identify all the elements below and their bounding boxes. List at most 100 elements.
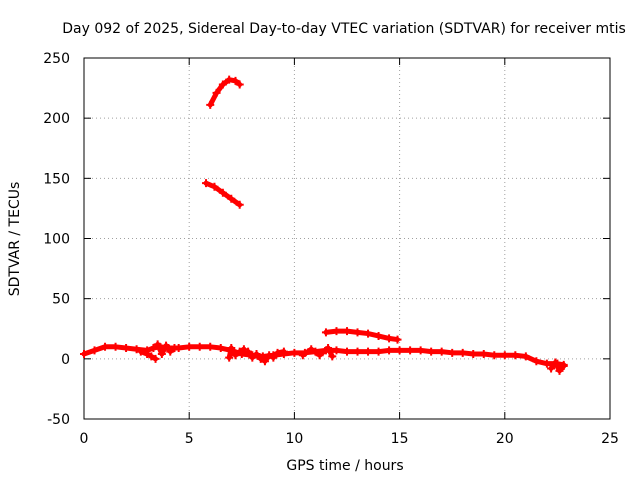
- data-point: [136, 347, 145, 356]
- y-tick-label: 50: [52, 292, 70, 308]
- data-point: [315, 351, 324, 360]
- series-scatter-a: [138, 349, 159, 362]
- data-point: [273, 348, 282, 357]
- data-point: [265, 351, 274, 360]
- data-point: [231, 76, 240, 85]
- data-point: [321, 328, 330, 337]
- data-point: [458, 348, 467, 357]
- data-point: [343, 327, 351, 336]
- series-scatter-f: [548, 359, 567, 374]
- x-tick-label: 20: [496, 431, 514, 447]
- data-point: [416, 346, 425, 355]
- data-point: [353, 328, 362, 337]
- data-point: [216, 344, 225, 353]
- y-tick-label: -50: [47, 412, 70, 428]
- data-point: [374, 331, 383, 340]
- data-point: [479, 350, 488, 359]
- data-point: [227, 194, 236, 203]
- data-point: [170, 344, 179, 353]
- data-point: [385, 346, 394, 355]
- x-tick-label: 25: [601, 431, 619, 447]
- data-point: [147, 352, 156, 361]
- data-point: [547, 364, 556, 373]
- data-point: [235, 347, 244, 356]
- y-tick-label: 100: [43, 232, 70, 248]
- data-point: [393, 335, 402, 344]
- data-point: [555, 366, 564, 375]
- data-point: [225, 75, 234, 84]
- data-point: [143, 350, 152, 359]
- data-point: [559, 362, 568, 371]
- data-point: [551, 358, 560, 367]
- data-point: [235, 80, 244, 89]
- data-point: [231, 351, 240, 360]
- y-tick-label: 250: [43, 51, 70, 67]
- x-axis-label: GPS time / hours: [286, 458, 403, 474]
- plot-frame: [83, 57, 611, 420]
- data-point: [364, 347, 373, 356]
- data-point: [364, 329, 373, 338]
- data-point: [256, 354, 265, 363]
- data-point: [353, 347, 362, 356]
- data-point: [269, 353, 278, 362]
- x-tick-label: 5: [185, 431, 194, 447]
- data-point: [206, 342, 215, 351]
- y-axis-label: SDTVAR / TECUs: [7, 182, 23, 297]
- data-point: [328, 352, 337, 361]
- data-point: [500, 351, 509, 360]
- data-point: [395, 346, 404, 355]
- data-point: [153, 340, 162, 349]
- y-tick-label: 200: [43, 111, 70, 127]
- y-tick-label: 0: [61, 352, 70, 368]
- data-point: [101, 342, 110, 351]
- data-point: [260, 357, 269, 366]
- data-point: [218, 80, 227, 89]
- y-tick-label: 150: [43, 171, 70, 187]
- data-point: [122, 344, 131, 353]
- data-point: [324, 344, 333, 353]
- data-point: [244, 347, 253, 356]
- data-point: [469, 350, 478, 359]
- data-point: [385, 334, 394, 343]
- data-point: [225, 353, 234, 362]
- data-point: [90, 346, 99, 355]
- x-tick-label: 0: [80, 431, 89, 447]
- data-point: [490, 351, 499, 360]
- data-point: [248, 353, 257, 362]
- data-point: [406, 346, 415, 355]
- data-point: [239, 345, 248, 354]
- data-point: [521, 352, 530, 361]
- data-point: [162, 341, 171, 350]
- chart-title: Day 092 of 2025, Sidereal Day-to-day VTE…: [62, 21, 626, 37]
- data-point: [307, 345, 316, 354]
- data-point: [343, 347, 351, 356]
- data-point: [202, 179, 211, 188]
- data-point: [279, 347, 288, 356]
- data-point: [80, 350, 88, 359]
- data-point: [437, 347, 446, 356]
- data-point: [227, 344, 236, 353]
- data-point: [332, 327, 341, 336]
- data-point: [448, 348, 457, 357]
- data-point: [206, 100, 215, 109]
- data-point: [218, 188, 227, 197]
- data-point: [132, 345, 141, 354]
- data-point: [511, 351, 520, 360]
- data-point: [210, 182, 219, 191]
- grid-lines: [84, 58, 610, 419]
- data-point: [252, 350, 261, 359]
- data-point: [532, 357, 541, 366]
- x-tick-label: 15: [391, 431, 409, 447]
- data-point: [151, 354, 160, 363]
- axis-ticks: 0 5 10 15 20 25 -50 0 50 100 150 200 250: [43, 51, 619, 447]
- data-point: [149, 344, 158, 353]
- data-point: [212, 88, 221, 97]
- data-point: [235, 200, 244, 209]
- data-point: [185, 342, 194, 351]
- data-point: [427, 347, 436, 356]
- x-tick-label: 10: [285, 431, 303, 447]
- data-point: [166, 347, 175, 356]
- data-point: [332, 346, 341, 355]
- data-point: [542, 359, 551, 368]
